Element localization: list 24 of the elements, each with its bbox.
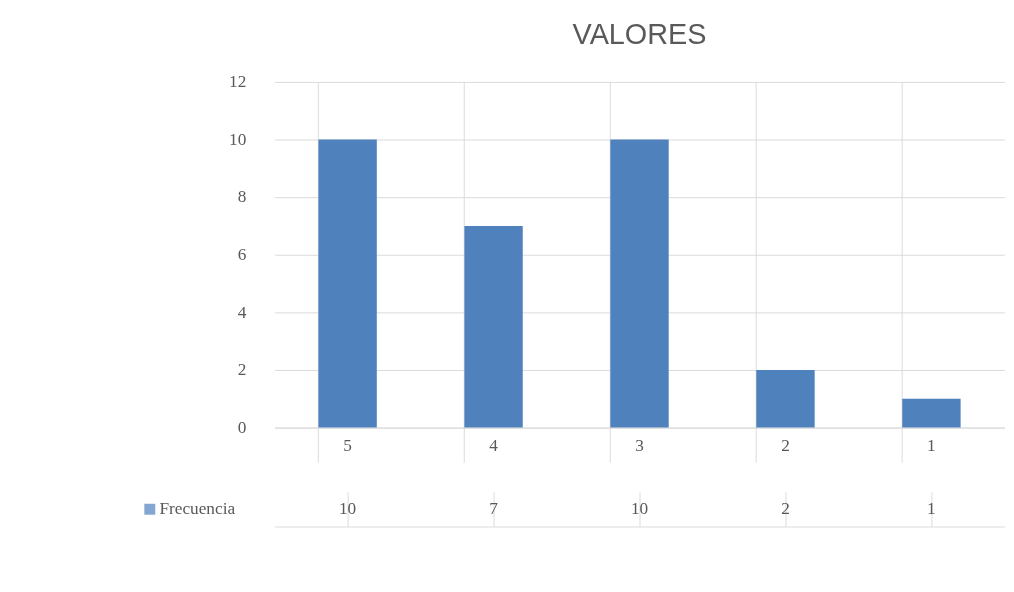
bar [318, 139, 377, 428]
y-tick-label: 4 [237, 302, 247, 322]
x-tick-label: 4 [489, 436, 499, 456]
y-tick-label: 10 [229, 129, 247, 149]
bar [902, 398, 961, 428]
data-label: 10 [630, 499, 649, 519]
chart-title: VALORES [572, 17, 707, 50]
bar [610, 139, 669, 428]
data-label: 2 [781, 499, 790, 519]
y-tick-label: 6 [237, 245, 247, 265]
data-label: 7 [489, 499, 499, 519]
y-tick-label: 0 [237, 417, 247, 437]
x-tick-label: 1 [927, 436, 936, 456]
bar [464, 225, 523, 428]
legend-label: Frecuencia [159, 499, 236, 519]
x-tick-label: 3 [635, 436, 644, 456]
y-tick-label: 12 [229, 72, 247, 92]
data-label: 1 [927, 499, 936, 519]
y-tick-label: 8 [237, 187, 247, 207]
x-tick-label: 5 [343, 436, 352, 456]
bar [756, 370, 815, 428]
y-tick-label: 2 [237, 360, 247, 380]
x-tick-label: 2 [781, 436, 790, 456]
data-label: 10 [338, 499, 357, 519]
